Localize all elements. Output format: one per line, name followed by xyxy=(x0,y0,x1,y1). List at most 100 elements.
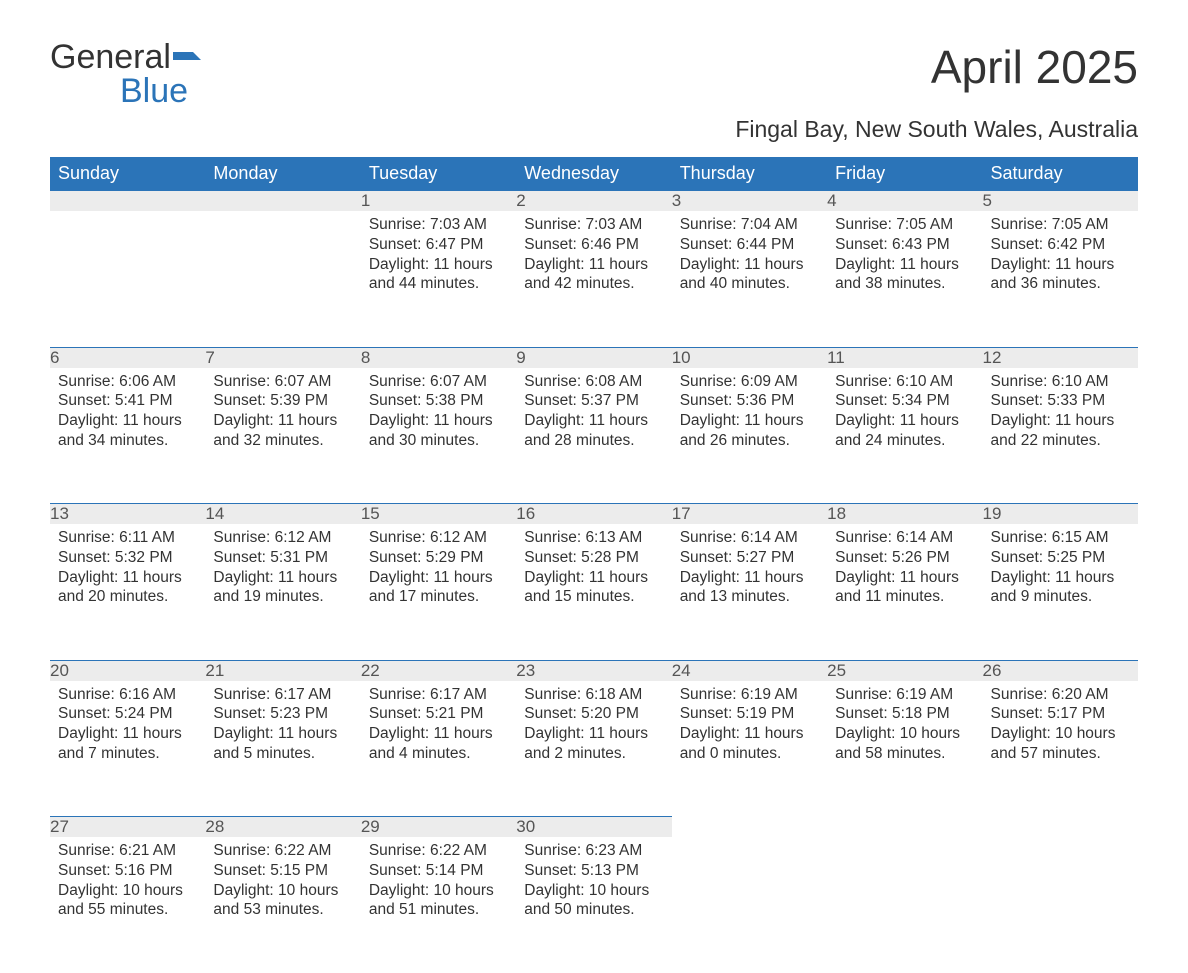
day-number-cell: 5 xyxy=(983,191,1138,212)
day-number-cell: 22 xyxy=(361,660,516,681)
sunset-line: Sunset: 5:36 PM xyxy=(680,391,819,411)
day-details: Sunrise: 6:22 AMSunset: 5:14 PMDaylight:… xyxy=(361,837,516,934)
daylight-line-1: Daylight: 11 hours xyxy=(524,568,663,588)
sunset-line: Sunset: 5:18 PM xyxy=(835,704,974,724)
daylight-line-2: and 32 minutes. xyxy=(213,431,352,451)
day-details: Sunrise: 6:19 AMSunset: 5:19 PMDaylight:… xyxy=(672,681,827,778)
day-details: Sunrise: 6:21 AMSunset: 5:16 PMDaylight:… xyxy=(50,837,205,934)
sunset-line: Sunset: 5:37 PM xyxy=(524,391,663,411)
daylight-line-1: Daylight: 11 hours xyxy=(680,724,819,744)
week-number-row: 13141516171819 xyxy=(50,504,1138,525)
sunset-line: Sunset: 6:46 PM xyxy=(524,235,663,255)
day-number-cell: 26 xyxy=(983,660,1138,681)
week-body-row: Sunrise: 7:03 AMSunset: 6:47 PMDaylight:… xyxy=(50,211,1138,347)
daylight-line-2: and 50 minutes. xyxy=(524,900,663,920)
daylight-line-1: Daylight: 11 hours xyxy=(524,724,663,744)
sunrise-line: Sunrise: 6:23 AM xyxy=(524,841,663,861)
day-details: Sunrise: 6:16 AMSunset: 5:24 PMDaylight:… xyxy=(50,681,205,778)
day-number-cell xyxy=(983,817,1138,838)
day-number-cell: 14 xyxy=(205,504,360,525)
sunset-line: Sunset: 5:19 PM xyxy=(680,704,819,724)
daylight-line-1: Daylight: 11 hours xyxy=(369,255,508,275)
sunset-line: Sunset: 5:26 PM xyxy=(835,548,974,568)
week-body-row: Sunrise: 6:16 AMSunset: 5:24 PMDaylight:… xyxy=(50,681,1138,817)
day-body-cell: Sunrise: 6:09 AMSunset: 5:36 PMDaylight:… xyxy=(672,368,827,504)
day-details: Sunrise: 6:10 AMSunset: 5:34 PMDaylight:… xyxy=(827,368,982,465)
day-number-cell: 10 xyxy=(672,347,827,368)
daylight-line-1: Daylight: 11 hours xyxy=(369,568,508,588)
day-header: Wednesday xyxy=(516,157,671,191)
day-body-cell: Sunrise: 6:07 AMSunset: 5:38 PMDaylight:… xyxy=(361,368,516,504)
daylight-line-2: and 26 minutes. xyxy=(680,431,819,451)
day-body-cell: Sunrise: 6:23 AMSunset: 5:13 PMDaylight:… xyxy=(516,837,671,973)
day-body-cell: Sunrise: 6:12 AMSunset: 5:31 PMDaylight:… xyxy=(205,524,360,660)
daylight-line-2: and 40 minutes. xyxy=(680,274,819,294)
sunrise-line: Sunrise: 6:07 AM xyxy=(369,372,508,392)
day-details: Sunrise: 6:07 AMSunset: 5:39 PMDaylight:… xyxy=(205,368,360,465)
day-body-cell xyxy=(827,837,982,973)
sunset-line: Sunset: 5:41 PM xyxy=(58,391,197,411)
day-details: Sunrise: 6:19 AMSunset: 5:18 PMDaylight:… xyxy=(827,681,982,778)
sunset-line: Sunset: 5:38 PM xyxy=(369,391,508,411)
daylight-line-2: and 44 minutes. xyxy=(369,274,508,294)
day-body-cell: Sunrise: 7:03 AMSunset: 6:47 PMDaylight:… xyxy=(361,211,516,347)
day-number-cell xyxy=(672,817,827,838)
day-body-cell: Sunrise: 6:20 AMSunset: 5:17 PMDaylight:… xyxy=(983,681,1138,817)
day-body-cell xyxy=(205,211,360,347)
sunrise-line: Sunrise: 6:15 AM xyxy=(991,528,1130,548)
daylight-line-1: Daylight: 11 hours xyxy=(991,568,1130,588)
day-body-cell: Sunrise: 6:19 AMSunset: 5:19 PMDaylight:… xyxy=(672,681,827,817)
day-number-cell: 9 xyxy=(516,347,671,368)
daylight-line-1: Daylight: 11 hours xyxy=(680,568,819,588)
day-header: Saturday xyxy=(983,157,1138,191)
week-number-row: 12345 xyxy=(50,191,1138,212)
sunset-line: Sunset: 5:15 PM xyxy=(213,861,352,881)
daylight-line-2: and 11 minutes. xyxy=(835,587,974,607)
sunrise-line: Sunrise: 6:14 AM xyxy=(680,528,819,548)
week-body-row: Sunrise: 6:21 AMSunset: 5:16 PMDaylight:… xyxy=(50,837,1138,973)
daylight-line-2: and 19 minutes. xyxy=(213,587,352,607)
daylight-line-1: Daylight: 11 hours xyxy=(58,724,197,744)
day-header-row: SundayMondayTuesdayWednesdayThursdayFrid… xyxy=(50,157,1138,191)
day-header: Tuesday xyxy=(361,157,516,191)
day-body-cell: Sunrise: 6:14 AMSunset: 5:26 PMDaylight:… xyxy=(827,524,982,660)
day-body-cell xyxy=(983,837,1138,973)
sunrise-line: Sunrise: 6:07 AM xyxy=(213,372,352,392)
header: General Blue April 2025 xyxy=(50,40,1138,108)
sunset-line: Sunset: 5:39 PM xyxy=(213,391,352,411)
day-number-cell: 23 xyxy=(516,660,671,681)
day-number-cell xyxy=(205,191,360,212)
flag-icon xyxy=(173,40,201,74)
day-body-cell: Sunrise: 6:17 AMSunset: 5:21 PMDaylight:… xyxy=(361,681,516,817)
sunrise-line: Sunrise: 6:06 AM xyxy=(58,372,197,392)
sunrise-line: Sunrise: 6:19 AM xyxy=(680,685,819,705)
daylight-line-2: and 57 minutes. xyxy=(991,744,1130,764)
sunset-line: Sunset: 5:27 PM xyxy=(680,548,819,568)
sunset-line: Sunset: 5:17 PM xyxy=(991,704,1130,724)
day-details: Sunrise: 6:17 AMSunset: 5:23 PMDaylight:… xyxy=(205,681,360,778)
week-body-row: Sunrise: 6:11 AMSunset: 5:32 PMDaylight:… xyxy=(50,524,1138,660)
day-details: Sunrise: 6:07 AMSunset: 5:38 PMDaylight:… xyxy=(361,368,516,465)
day-details: Sunrise: 6:14 AMSunset: 5:26 PMDaylight:… xyxy=(827,524,982,621)
day-details: Sunrise: 6:23 AMSunset: 5:13 PMDaylight:… xyxy=(516,837,671,934)
day-number-cell xyxy=(827,817,982,838)
daylight-line-2: and 30 minutes. xyxy=(369,431,508,451)
daylight-line-1: Daylight: 10 hours xyxy=(369,881,508,901)
sunset-line: Sunset: 5:31 PM xyxy=(213,548,352,568)
day-body-cell: Sunrise: 7:05 AMSunset: 6:43 PMDaylight:… xyxy=(827,211,982,347)
sunrise-line: Sunrise: 7:03 AM xyxy=(524,215,663,235)
daylight-line-2: and 36 minutes. xyxy=(991,274,1130,294)
daylight-line-2: and 7 minutes. xyxy=(58,744,197,764)
daylight-line-2: and 22 minutes. xyxy=(991,431,1130,451)
logo-word1: General xyxy=(50,38,171,76)
calendar-table: SundayMondayTuesdayWednesdayThursdayFrid… xyxy=(50,157,1138,973)
daylight-line-2: and 17 minutes. xyxy=(369,587,508,607)
daylight-line-1: Daylight: 11 hours xyxy=(524,411,663,431)
daylight-line-1: Daylight: 11 hours xyxy=(58,568,197,588)
day-details: Sunrise: 6:22 AMSunset: 5:15 PMDaylight:… xyxy=(205,837,360,934)
location-subtitle: Fingal Bay, New South Wales, Australia xyxy=(50,116,1138,143)
day-body-cell: Sunrise: 6:13 AMSunset: 5:28 PMDaylight:… xyxy=(516,524,671,660)
day-number-cell: 6 xyxy=(50,347,205,368)
day-details: Sunrise: 6:09 AMSunset: 5:36 PMDaylight:… xyxy=(672,368,827,465)
sunset-line: Sunset: 5:21 PM xyxy=(369,704,508,724)
